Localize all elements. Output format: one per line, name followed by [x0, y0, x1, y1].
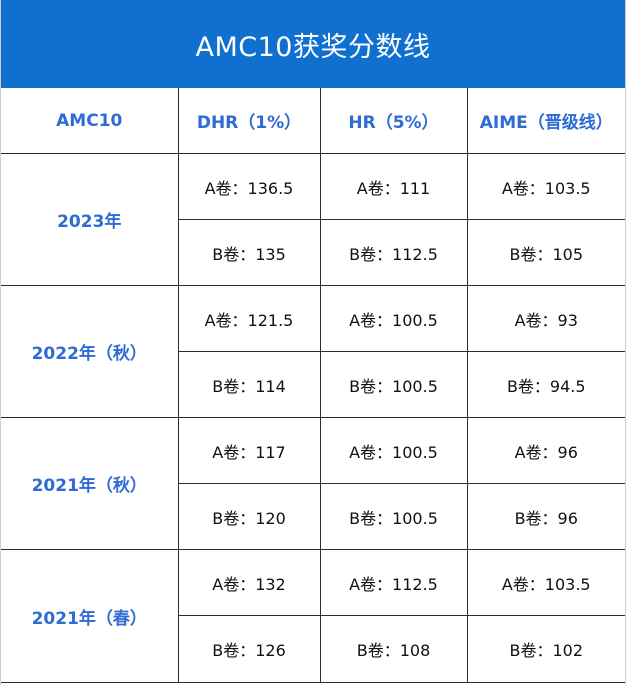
dhr-cell: A卷：136.5	[177, 153, 321, 220]
header-aime: AIME（晋级线）	[466, 88, 625, 154]
header-dhr: DHR（1%）	[177, 88, 321, 154]
dhr-cell: B卷：126	[178, 615, 321, 683]
table-header-row: AMC10 DHR（1%） HR（5%） AIME（晋级线）	[1, 88, 625, 154]
aime-cell: A卷：103.5	[466, 153, 625, 220]
table-row: 2023年 A卷：136.5 A卷：111 A卷：103.5	[1, 153, 625, 286]
year-cell: 2021年（春）	[1, 549, 179, 683]
dhr-cell: B卷：135	[178, 219, 321, 286]
hr-cell: B卷：100.5	[319, 351, 468, 418]
hr-cell: B卷：100.5	[319, 483, 468, 550]
hr-cell: B卷：108	[319, 615, 468, 683]
dhr-cell: A卷：132	[177, 549, 321, 616]
aime-cell: B卷：102	[466, 615, 625, 683]
table-row: 2022年（秋） A卷：121.5 A卷：100.5 A卷：93	[1, 285, 625, 418]
score-table: AMC10 DHR（1%） HR（5%） AIME（晋级线） 2023年 A卷：…	[1, 88, 625, 683]
year-cell: 2023年	[1, 153, 179, 286]
table-row: 2021年（春） A卷：132 A卷：112.5 A卷：103.5	[1, 549, 625, 683]
table-row: B卷：114 B卷：100.5 B卷：94.5	[1, 351, 625, 418]
header-hr: HR（5%）	[319, 88, 468, 154]
table-row: B卷：126 B卷：108 B卷：102	[1, 615, 625, 683]
year-cell: 2022年（秋）	[1, 285, 179, 418]
hr-cell: A卷：100.5	[319, 417, 468, 484]
hr-cell: B卷：112.5	[319, 219, 468, 286]
header-exam: AMC10	[1, 88, 179, 154]
page-title: AMC10获奖分数线	[1, 0, 625, 88]
aime-cell: B卷：94.5	[466, 351, 625, 418]
table-row: 2021年（秋） A卷：117 A卷：100.5 A卷：96	[1, 417, 625, 550]
aime-cell: B卷：96	[466, 483, 625, 550]
hr-cell: A卷：111	[319, 153, 468, 220]
aime-cell: A卷：103.5	[466, 549, 625, 616]
aime-cell: A卷：96	[466, 417, 625, 484]
dhr-cell: A卷：121.5	[177, 285, 321, 352]
dhr-cell: B卷：120	[178, 483, 321, 550]
table-row: B卷：135 B卷：112.5 B卷：105	[1, 219, 625, 286]
hr-cell: A卷：100.5	[319, 285, 468, 352]
year-cell: 2021年（秋）	[1, 417, 179, 550]
aime-cell: A卷：93	[466, 285, 625, 352]
dhr-cell: B卷：114	[178, 351, 321, 418]
aime-cell: B卷：105	[466, 219, 625, 286]
dhr-cell: A卷：117	[177, 417, 321, 484]
hr-cell: A卷：112.5	[319, 549, 468, 616]
